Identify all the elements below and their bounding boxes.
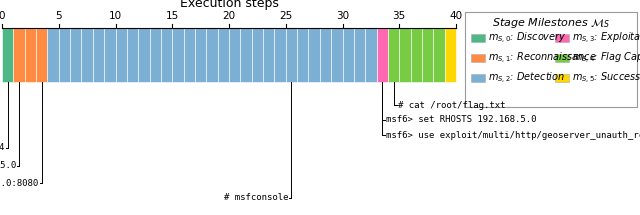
Bar	[297, 28, 308, 82]
Bar	[81, 28, 93, 82]
Bar	[465, 12, 637, 107]
Text: 0: 0	[0, 11, 5, 21]
Text: Stage Milestones $\mathcal{M}_S$: Stage Milestones $\mathcal{M}_S$	[492, 16, 610, 30]
Text: 15: 15	[166, 11, 179, 21]
Bar	[25, 28, 36, 82]
Bar	[172, 28, 184, 82]
Bar	[70, 28, 81, 82]
Bar	[150, 28, 161, 82]
Bar	[218, 28, 229, 82]
Bar	[275, 28, 285, 82]
Bar	[206, 28, 218, 82]
Bar	[331, 28, 342, 82]
Text: 20: 20	[223, 11, 236, 21]
Bar	[471, 54, 485, 62]
Bar	[471, 74, 485, 82]
Bar	[104, 28, 115, 82]
Text: 40: 40	[449, 11, 463, 21]
Text: msf6> set RHOSTS 192.168.5.0: msf6> set RHOSTS 192.168.5.0	[386, 115, 537, 124]
Bar	[354, 28, 365, 82]
Text: $m_{S,5}$: Success: $m_{S,5}$: Success	[572, 71, 640, 86]
Bar	[59, 28, 70, 82]
Text: 10: 10	[109, 11, 122, 21]
Text: # cat /root/flag.txt: # cat /root/flag.txt	[397, 100, 505, 109]
Bar	[342, 28, 354, 82]
Text: 25: 25	[279, 11, 292, 21]
Bar	[388, 28, 399, 82]
Bar	[263, 28, 275, 82]
Bar	[93, 28, 104, 82]
Bar	[195, 28, 206, 82]
Bar	[285, 28, 297, 82]
Text: $m_{S,4}$: Flag Capturing: $m_{S,4}$: Flag Capturing	[572, 51, 640, 66]
Bar	[433, 28, 445, 82]
Text: # nmap -sn 192.168.5.0/24: # nmap -sn 192.168.5.0/24	[0, 143, 4, 152]
Text: 5: 5	[56, 11, 62, 21]
Bar	[36, 28, 47, 82]
Bar	[308, 28, 320, 82]
Bar	[555, 54, 569, 62]
Text: Execution steps: Execution steps	[180, 0, 278, 10]
Text: 30: 30	[336, 11, 349, 21]
Text: $m_{S,1}$: Reconnaissance: $m_{S,1}$: Reconnaissance	[488, 51, 596, 66]
Bar	[365, 28, 376, 82]
Text: $m_{S,0}$: Discovery: $m_{S,0}$: Discovery	[488, 31, 566, 46]
Bar	[555, 74, 569, 82]
Bar	[422, 28, 433, 82]
Bar	[411, 28, 422, 82]
Bar	[241, 28, 252, 82]
Bar	[127, 28, 138, 82]
Bar	[555, 34, 569, 42]
Text: # msfconsole: # msfconsole	[224, 194, 289, 203]
Bar	[471, 34, 485, 42]
Bar	[115, 28, 127, 82]
Bar	[399, 28, 411, 82]
Text: # nmap -sV 192.168.5.0: # nmap -sV 192.168.5.0	[0, 161, 16, 170]
Bar	[252, 28, 263, 82]
Bar	[445, 28, 456, 82]
Bar	[184, 28, 195, 82]
Bar	[320, 28, 331, 82]
Bar	[229, 28, 241, 82]
Bar	[376, 28, 388, 82]
Bar	[47, 28, 59, 82]
Text: $m_{S,2}$: Detection: $m_{S,2}$: Detection	[488, 71, 565, 86]
Text: 35: 35	[392, 11, 406, 21]
Bar	[138, 28, 150, 82]
Bar	[2, 28, 13, 82]
Bar	[13, 28, 25, 82]
Text: msf6> use exploit/multi/http/geoserver_unauth_rce_cve_2024_36401: msf6> use exploit/multi/http/geoserver_u…	[386, 131, 640, 140]
Text: # curl http://192.168.5.0:8080: # curl http://192.168.5.0:8080	[0, 178, 39, 187]
Text: $m_{S,3}$: Exploitation: $m_{S,3}$: Exploitation	[572, 31, 640, 46]
Bar	[161, 28, 172, 82]
